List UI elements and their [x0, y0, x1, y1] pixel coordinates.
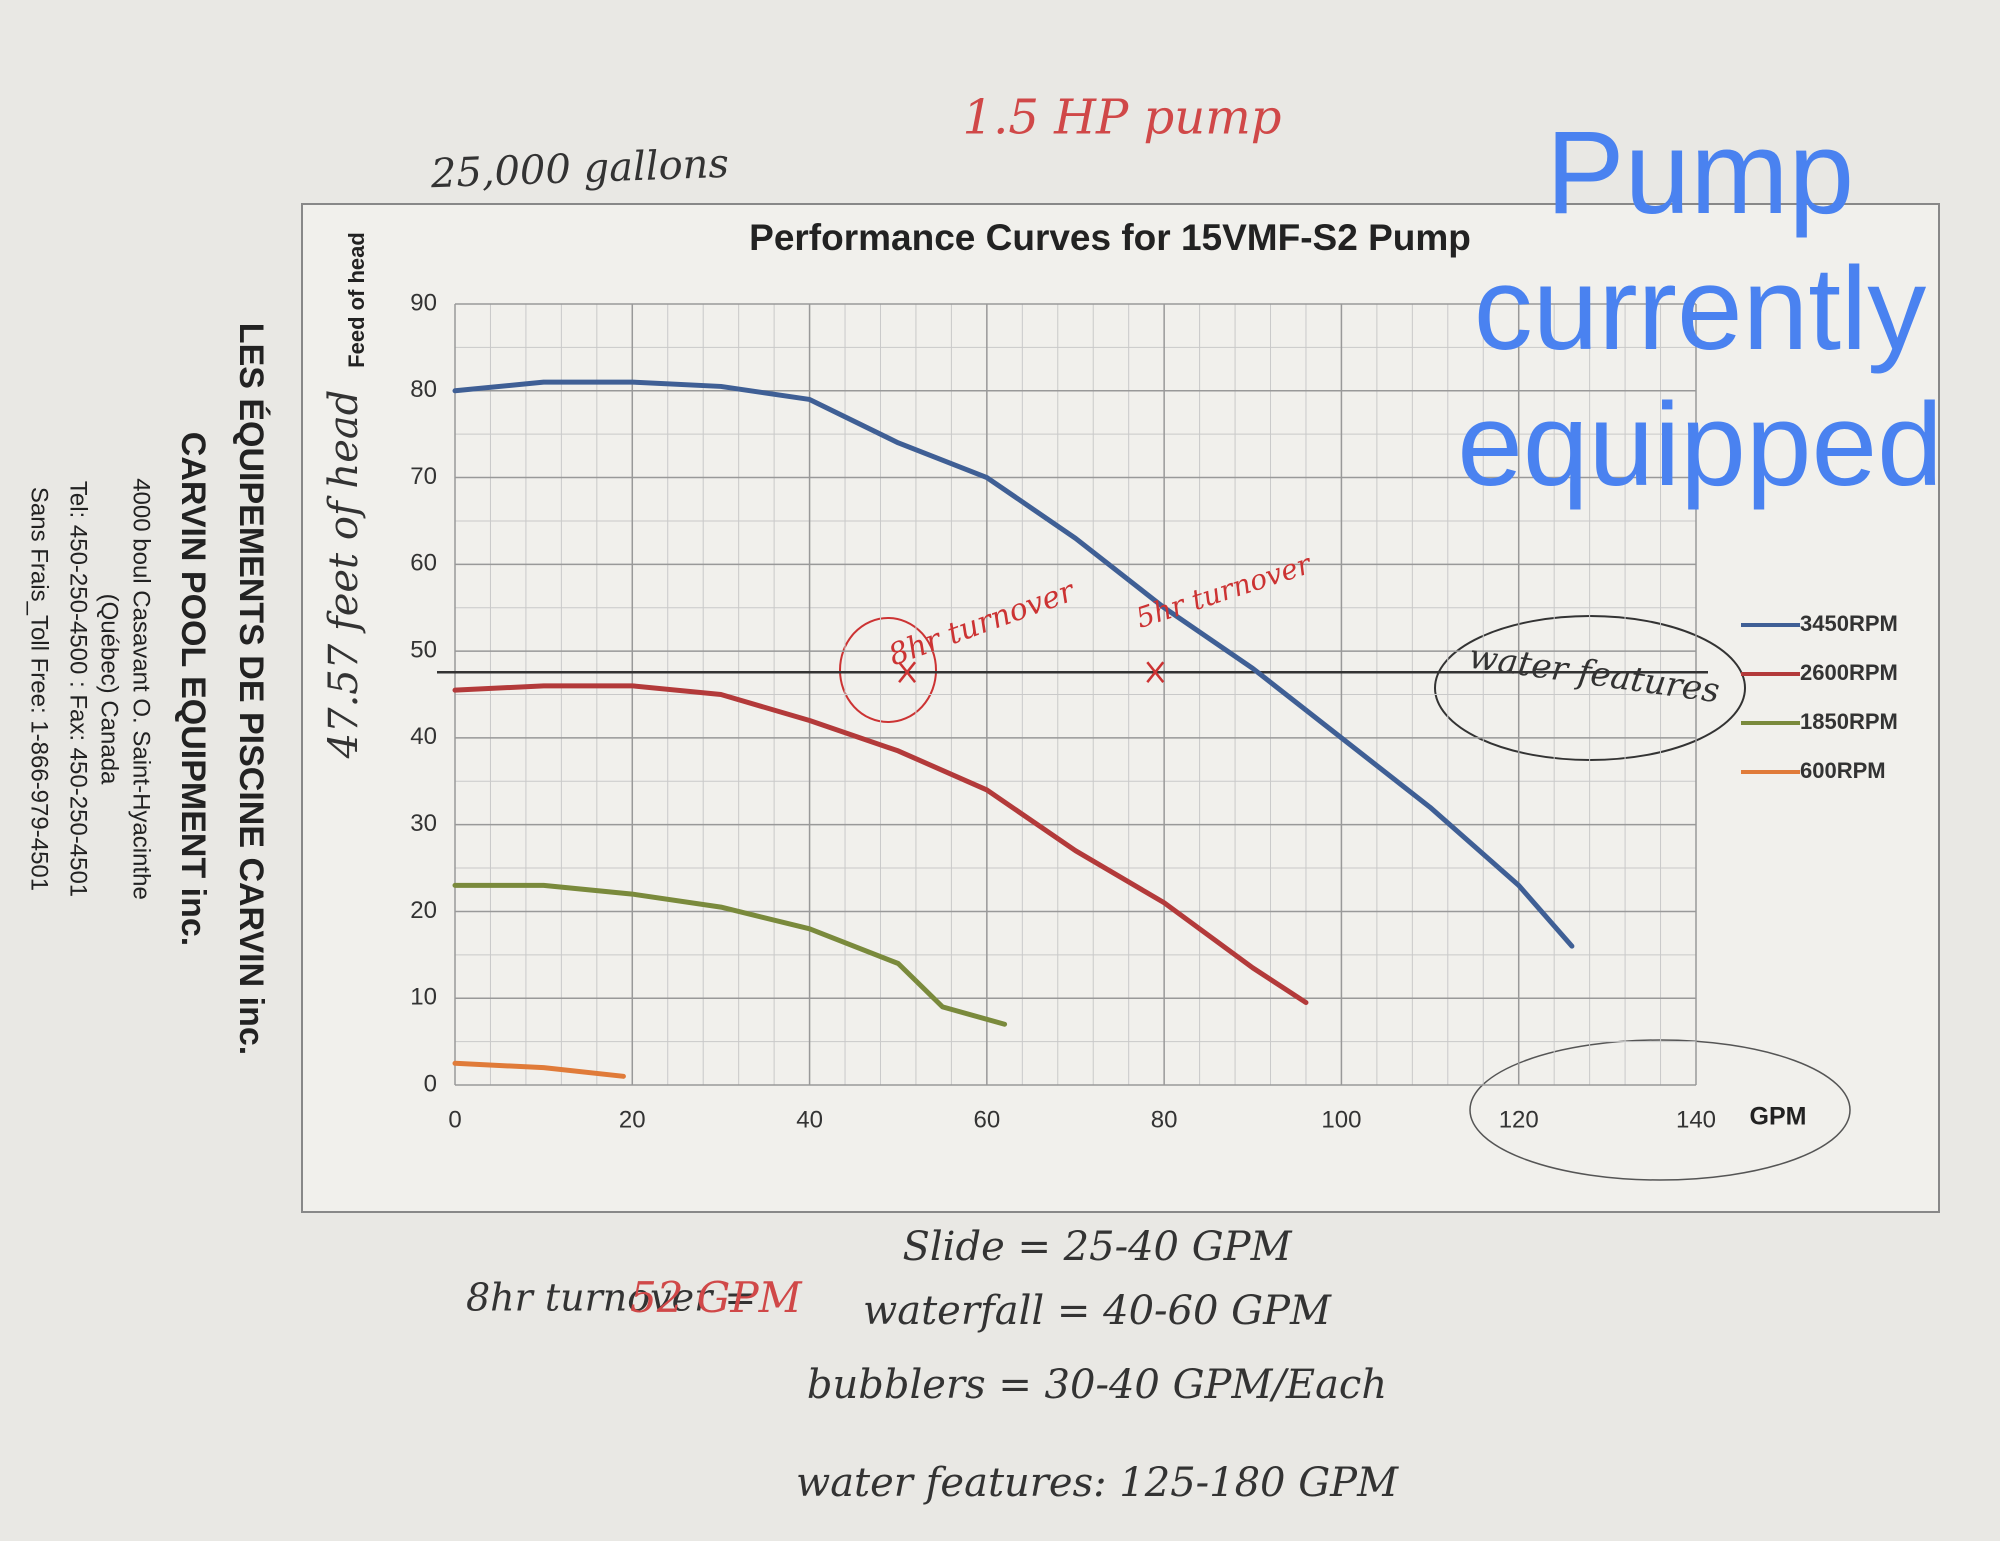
annotation: 47.57 feet of head: [321, 390, 367, 760]
series-line: [452, 1060, 626, 1079]
x-tick-label: 100: [1321, 1106, 1361, 1133]
annotation: bubblers = 30-40 GPM/Each: [807, 1362, 1387, 1408]
company-text: Sans Frais_Toll Free: 1-866-979-4501: [26, 487, 53, 891]
y-tick-label: 0: [424, 1070, 437, 1097]
annotation: waterfall = 40-60 GPM: [863, 1288, 1332, 1334]
company-text: CARVIN POOL EQUIPMENT inc.: [174, 432, 212, 946]
x-marker-stroke: [898, 661, 917, 683]
y-tick-label: 30: [410, 810, 437, 837]
series-line: [452, 683, 1309, 1006]
x-tick-label: 140: [1676, 1106, 1716, 1133]
y-tick-label: 40: [410, 723, 437, 750]
x-marker-stroke: [1146, 661, 1165, 683]
x-axis-label: GPM: [1750, 1103, 1807, 1131]
y-tick-label: 10: [410, 984, 437, 1011]
series-line: [452, 379, 1575, 949]
y-tick-label: 90: [410, 289, 437, 316]
x-marker: [898, 661, 917, 683]
annotation: 8hr turnover =: [466, 1276, 756, 1320]
chart-frame: [301, 203, 1940, 1213]
legend-label: 2600RPM: [1800, 660, 1898, 685]
hand-circle: [839, 617, 937, 723]
x-tick-label: 120: [1499, 1106, 1539, 1133]
legend-label: 3450RPM: [1800, 611, 1898, 636]
y-tick-label: 80: [410, 376, 437, 403]
x-tick-label: 80: [1151, 1106, 1178, 1133]
x-tick-label: 60: [974, 1106, 1001, 1133]
y-tick-label: 70: [410, 463, 437, 490]
x-tick-label: 20: [619, 1106, 646, 1133]
annotation: Slide = 25-40 GPM: [902, 1224, 1292, 1270]
x-tick-label: 40: [796, 1106, 823, 1133]
chart-title: Performance Curves for 15VMF-S2 Pump: [749, 217, 1471, 258]
series-line: [452, 882, 1008, 1027]
company-text: LES ÉQUIPEMENTS DE PISCINE CARVIN inc.: [232, 323, 270, 1055]
company-text: Tel: 450-250-4500 : Fax: 450-250-4501: [65, 481, 92, 897]
y-tick-label: 60: [410, 550, 437, 577]
y-tick-label: 20: [410, 897, 437, 924]
annotation: Pump currently equipped: [1457, 107, 1943, 511]
annotation: 25,000 gallons: [429, 141, 730, 197]
x-tick-label: 0: [448, 1106, 461, 1133]
x-marker: [1146, 661, 1165, 683]
annotation: water features: 125-180 GPM: [796, 1460, 1399, 1506]
annotation: 1.5 HP pump: [963, 90, 1282, 146]
y-tick-label: 50: [410, 636, 437, 663]
legend-label: 600RPM: [1800, 758, 1886, 783]
annotation: 52 GPM: [630, 1273, 803, 1322]
hand-circle: [1469, 1039, 1851, 1181]
company-text: (Québec) Canada: [96, 594, 123, 785]
y-axis-label: Feed of head: [344, 232, 369, 368]
company-text: 4000 boul Casavant O. Saint-Hyacinthe: [128, 478, 155, 900]
legend-label: 1850RPM: [1800, 709, 1898, 734]
